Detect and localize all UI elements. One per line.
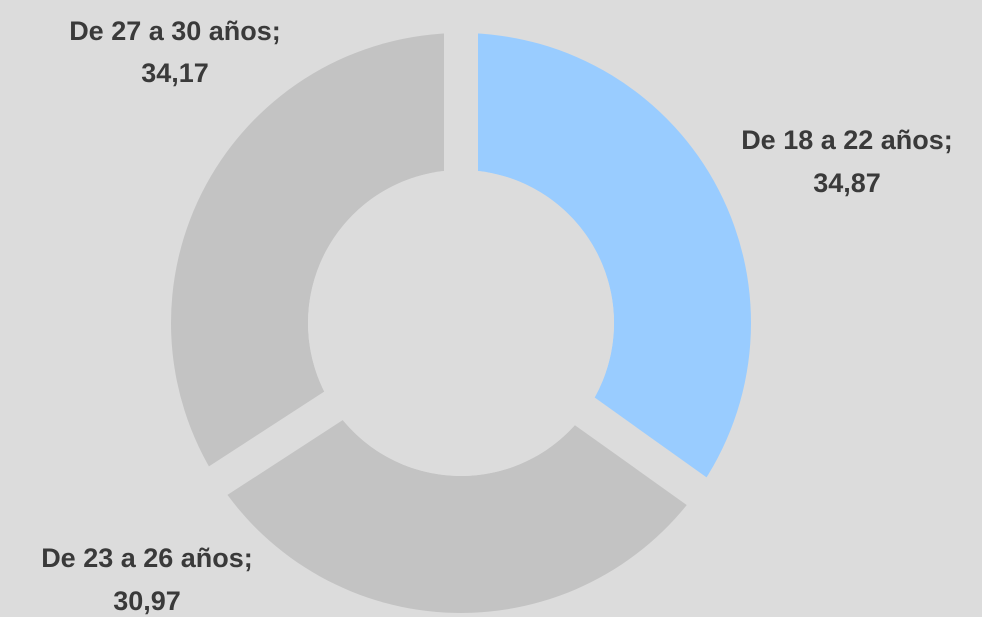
- value-label: 34,17: [141, 58, 209, 88]
- donut-slice: [171, 33, 461, 481]
- donut-slice: [461, 33, 751, 492]
- category-label: De 23 a 26 años;: [41, 543, 253, 573]
- value-label: 30,97: [113, 586, 181, 616]
- slice-gap: [204, 389, 347, 498]
- slice-gap: [571, 395, 711, 509]
- donut-hole: [308, 170, 614, 476]
- value-label: 34,87: [813, 168, 881, 198]
- donut-slice: [217, 406, 698, 613]
- category-label: De 27 a 30 años;: [69, 16, 281, 46]
- category-label: De 18 a 22 años;: [741, 125, 953, 155]
